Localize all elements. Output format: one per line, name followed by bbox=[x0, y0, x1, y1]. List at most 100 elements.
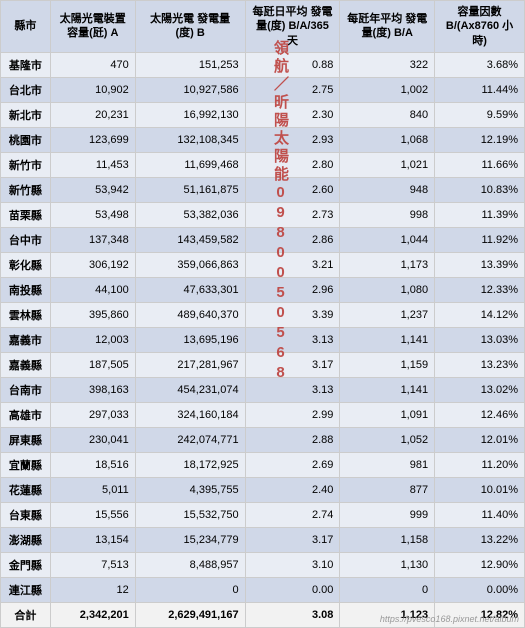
cell-gen: 132,108,345 bbox=[135, 127, 245, 152]
table-row: 桃園市123,699132,108,3452.931,06812.19% bbox=[1, 127, 525, 152]
table-row: 嘉義縣187,505217,281,9673.171,15913.23% bbox=[1, 352, 525, 377]
cell-factor: 12.19% bbox=[435, 127, 525, 152]
cell-year: 1,173 bbox=[340, 252, 435, 277]
table-row: 嘉義市12,00313,695,1963.131,14113.03% bbox=[1, 327, 525, 352]
cell-factor: 9.59% bbox=[435, 102, 525, 127]
header-factor: 容量因數 B/(Ax8760 小時) bbox=[435, 1, 525, 53]
cell-city: 花蓮縣 bbox=[1, 477, 51, 502]
cell-year: 1,021 bbox=[340, 152, 435, 177]
cell-year: 998 bbox=[340, 202, 435, 227]
cell-cap: 187,505 bbox=[50, 352, 135, 377]
cell-factor: 11.20% bbox=[435, 452, 525, 477]
cell-cap: 11,453 bbox=[50, 152, 135, 177]
total-cell-gen: 2,629,491,167 bbox=[135, 602, 245, 627]
cell-day: 2.30 bbox=[245, 102, 340, 127]
cell-year: 877 bbox=[340, 477, 435, 502]
cell-day: 2.40 bbox=[245, 477, 340, 502]
table-row: 新竹市11,45311,699,4682.801,02111.66% bbox=[1, 152, 525, 177]
cell-city: 桃園市 bbox=[1, 127, 51, 152]
cell-city: 新北市 bbox=[1, 102, 51, 127]
cell-gen: 13,695,196 bbox=[135, 327, 245, 352]
cell-cap: 13,154 bbox=[50, 527, 135, 552]
cell-city: 台中市 bbox=[1, 227, 51, 252]
cell-city: 屏東縣 bbox=[1, 427, 51, 452]
cell-gen: 51,161,875 bbox=[135, 177, 245, 202]
cell-factor: 13.23% bbox=[435, 352, 525, 377]
table-row: 雲林縣395,860489,640,3703.391,23714.12% bbox=[1, 302, 525, 327]
cell-city: 高雄市 bbox=[1, 402, 51, 427]
table-row: 花蓮縣5,0114,395,7552.4087710.01% bbox=[1, 477, 525, 502]
cell-gen: 15,532,750 bbox=[135, 502, 245, 527]
table-row: 台東縣15,55615,532,7502.7499911.40% bbox=[1, 502, 525, 527]
cell-cap: 10,902 bbox=[50, 77, 135, 102]
cell-factor: 11.66% bbox=[435, 152, 525, 177]
cell-gen: 47,633,301 bbox=[135, 277, 245, 302]
cell-cap: 12 bbox=[50, 577, 135, 602]
cell-city: 新竹縣 bbox=[1, 177, 51, 202]
cell-gen: 11,699,468 bbox=[135, 152, 245, 177]
cell-city: 澎湖縣 bbox=[1, 527, 51, 552]
cell-factor: 10.83% bbox=[435, 177, 525, 202]
cell-factor: 13.39% bbox=[435, 252, 525, 277]
cell-city: 金門縣 bbox=[1, 552, 51, 577]
cell-year: 0 bbox=[340, 577, 435, 602]
cell-gen: 16,992,130 bbox=[135, 102, 245, 127]
cell-cap: 53,498 bbox=[50, 202, 135, 227]
cell-city: 台東縣 bbox=[1, 502, 51, 527]
cell-cap: 395,860 bbox=[50, 302, 135, 327]
cell-day: 3.21 bbox=[245, 252, 340, 277]
header-city: 縣市 bbox=[1, 1, 51, 53]
table-row: 台中市137,348143,459,5822.861,04411.92% bbox=[1, 227, 525, 252]
cell-cap: 44,100 bbox=[50, 277, 135, 302]
cell-factor: 11.40% bbox=[435, 502, 525, 527]
cell-gen: 53,382,036 bbox=[135, 202, 245, 227]
cell-day: 2.69 bbox=[245, 452, 340, 477]
cell-city: 南投縣 bbox=[1, 277, 51, 302]
cell-year: 1,141 bbox=[340, 327, 435, 352]
table-row: 台北市10,90210,927,5862.751,00211.44% bbox=[1, 77, 525, 102]
cell-day: 3.39 bbox=[245, 302, 340, 327]
cell-factor: 3.68% bbox=[435, 52, 525, 77]
cell-day: 2.80 bbox=[245, 152, 340, 177]
cell-day: 0.00 bbox=[245, 577, 340, 602]
cell-city: 雲林縣 bbox=[1, 302, 51, 327]
cell-factor: 13.02% bbox=[435, 377, 525, 402]
cell-factor: 12.46% bbox=[435, 402, 525, 427]
source-url: https://pvesco168.pixnet.net/album bbox=[380, 614, 519, 624]
table-row: 高雄市297,033324,160,1842.991,09112.46% bbox=[1, 402, 525, 427]
cell-year: 1,130 bbox=[340, 552, 435, 577]
cell-cap: 470 bbox=[50, 52, 135, 77]
table-row: 宜蘭縣18,51618,172,9252.6998111.20% bbox=[1, 452, 525, 477]
cell-gen: 242,074,771 bbox=[135, 427, 245, 452]
header-yearly: 每瓩年平均 發電量(度) B/A bbox=[340, 1, 435, 53]
solar-power-table: 縣市 太陽光電裝置 容量(瓩) A 太陽光電 發電量(度) B 每瓩日平均 發電… bbox=[0, 0, 525, 628]
cell-factor: 11.44% bbox=[435, 77, 525, 102]
cell-city: 彰化縣 bbox=[1, 252, 51, 277]
cell-day: 2.88 bbox=[245, 427, 340, 452]
cell-city: 連江縣 bbox=[1, 577, 51, 602]
cell-gen: 8,488,957 bbox=[135, 552, 245, 577]
total-cell-cap: 2,342,201 bbox=[50, 602, 135, 627]
cell-cap: 123,699 bbox=[50, 127, 135, 152]
cell-factor: 0.00% bbox=[435, 577, 525, 602]
cell-factor: 10.01% bbox=[435, 477, 525, 502]
cell-year: 1,159 bbox=[340, 352, 435, 377]
cell-city: 嘉義市 bbox=[1, 327, 51, 352]
cell-cap: 230,041 bbox=[50, 427, 135, 452]
cell-day: 2.96 bbox=[245, 277, 340, 302]
cell-day: 0.88 bbox=[245, 52, 340, 77]
cell-year: 1,237 bbox=[340, 302, 435, 327]
cell-cap: 15,556 bbox=[50, 502, 135, 527]
cell-cap: 18,516 bbox=[50, 452, 135, 477]
cell-day: 2.60 bbox=[245, 177, 340, 202]
cell-gen: 359,066,863 bbox=[135, 252, 245, 277]
cell-day: 3.10 bbox=[245, 552, 340, 577]
cell-factor: 14.12% bbox=[435, 302, 525, 327]
cell-city: 宜蘭縣 bbox=[1, 452, 51, 477]
cell-year: 1,080 bbox=[340, 277, 435, 302]
cell-year: 1,158 bbox=[340, 527, 435, 552]
cell-cap: 306,192 bbox=[50, 252, 135, 277]
cell-year: 1,044 bbox=[340, 227, 435, 252]
cell-day: 3.13 bbox=[245, 377, 340, 402]
cell-year: 1,002 bbox=[340, 77, 435, 102]
